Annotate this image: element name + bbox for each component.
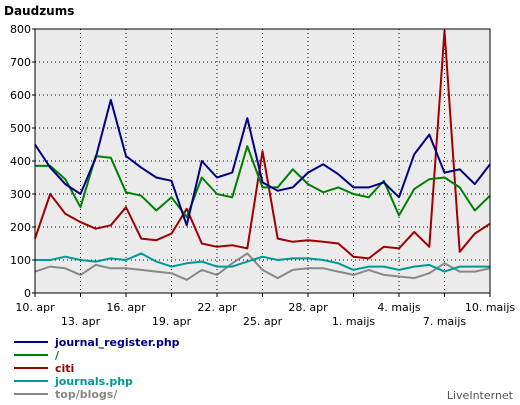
x-tick-label: 10. apr	[15, 301, 55, 314]
x-tick-label: 4. maijs	[377, 301, 421, 314]
x-axis: 10. apr 13. apr 16. apr 19. apr 22. apr 25. a…	[15, 293, 515, 328]
legend: journal_register.php/citijournals.phptop…	[14, 336, 180, 401]
series-line	[34, 98, 491, 227]
y-tick-label: 100	[10, 254, 31, 267]
series-line	[34, 29, 491, 260]
x-tick-label: 10. maijs	[465, 301, 516, 314]
x-tick-label: 22. apr	[197, 301, 237, 314]
x-tick-label: 1. maijs	[332, 315, 376, 328]
legend-label: /	[55, 349, 60, 362]
legend-label: journal_register.php	[54, 336, 180, 349]
y-tick-label: 400	[10, 155, 31, 168]
y-tick-label: 700	[10, 56, 31, 69]
x-tick-label: 7. maijs	[423, 315, 467, 328]
plot-border	[34, 28, 491, 294]
y-tick-label: 500	[10, 122, 31, 135]
legend-label: citi	[55, 362, 74, 375]
x-tick-label: 13. apr	[61, 315, 101, 328]
x-tick-label: 19. apr	[152, 315, 192, 328]
y-tick-label: 300	[10, 188, 31, 201]
chart-title: Daudzums	[4, 4, 74, 18]
y-tick-label: 200	[10, 221, 31, 234]
y-tick-label: 0	[24, 287, 31, 300]
series-lines	[34, 29, 491, 281]
legend-label: journals.php	[54, 375, 133, 388]
brand-label: LiveInternet	[447, 389, 514, 402]
y-tick-label: 600	[10, 89, 31, 102]
series-line	[35, 252, 490, 273]
grid-lines	[35, 29, 490, 293]
x-tick-label: 25. apr	[243, 315, 283, 328]
x-tick-label: 28. apr	[288, 301, 328, 314]
series-line	[34, 252, 491, 281]
x-tick-label: 16. apr	[106, 301, 146, 314]
y-axis: 0 100 200 300 400 500 600 700 800	[10, 23, 35, 300]
legend-label: top/blogs/	[55, 388, 118, 401]
plot-frame	[34, 28, 491, 294]
y-tick-label: 800	[10, 23, 31, 36]
series-line	[35, 145, 491, 219]
